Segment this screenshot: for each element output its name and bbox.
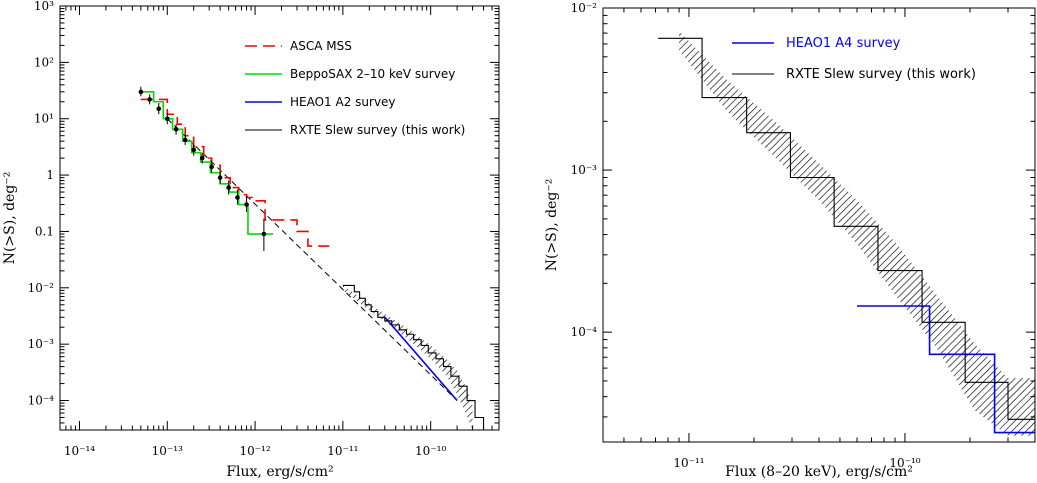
- y-axis-label: N(>S), deg⁻²: [2, 172, 18, 265]
- data-point: [226, 180, 231, 195]
- x-tick-label: 10⁻¹¹: [673, 456, 704, 470]
- data-point: [191, 144, 197, 156]
- tick-labels: 10⁻¹¹ 10⁻¹⁰ 10⁻⁴ 10⁻³ 10⁻²: [571, 1, 921, 470]
- y-tick-label: 10⁻⁴: [571, 325, 598, 339]
- data-point: [199, 152, 205, 164]
- data-point: [173, 124, 179, 135]
- hatched-band: [342, 285, 473, 430]
- series-group: [140, 91, 485, 430]
- model-dashed-line: [166, 118, 458, 401]
- legend-label-2: HEAO1 A2 survey: [290, 95, 396, 109]
- y-tick-label: 10⁻⁴: [28, 394, 55, 408]
- legend-label-1: BeppoSAX 2–10 keV survey: [290, 67, 455, 81]
- x-tick-label: 10⁻¹²: [239, 444, 270, 458]
- plot-frame: [59, 5, 500, 431]
- series-line-1: [140, 91, 273, 235]
- y-tick-label: 0.1: [35, 224, 54, 238]
- chart-panel-left: 10⁻¹⁴ 10⁻¹³ 10⁻¹² 10⁻¹¹ 10⁻¹⁰ 10⁻⁴ 10⁻³ 10⁻² 0.1…: [2, 0, 500, 480]
- y-tick-label: 10⁻³: [28, 337, 55, 351]
- legend: HEAO1 A4 survey RXTE Slew survey (this wo…: [732, 36, 976, 82]
- series-line-1: [658, 37, 1035, 420]
- y-tick-label: 10⁻³: [571, 163, 598, 177]
- chart-panel-right: 10⁻¹¹ 10⁻¹⁰ 10⁻⁴ 10⁻³ 10⁻² Flux (8–20 keV), …: [544, 1, 1036, 480]
- legend: ASCA MSS BeppoSAX 2–10 keV survey HEAO1 A2…: [245, 39, 465, 137]
- legend-label-0: HEAO1 A4 survey: [786, 36, 901, 51]
- y-axis-label: N(>S), deg⁻²: [544, 179, 560, 272]
- legend-label-1: RXTE Slew survey (this work): [786, 67, 976, 82]
- data-point: [217, 171, 223, 184]
- data-point: [156, 103, 162, 115]
- series-line-0: [857, 305, 1035, 434]
- series-line-0: [140, 98, 330, 247]
- x-tick-label: 10⁻¹⁰: [889, 456, 920, 470]
- data-point: [164, 113, 170, 125]
- tick-labels: 10⁻¹⁴ 10⁻¹³ 10⁻¹² 10⁻¹¹ 10⁻¹⁰ 10⁻⁴ 10⁻³ 10⁻² 0.1…: [28, 0, 447, 458]
- data-point: [261, 218, 267, 251]
- data-point: [147, 94, 152, 105]
- series-line-3: [342, 284, 485, 430]
- tick-marks: [59, 5, 500, 431]
- series-group: [658, 37, 1035, 434]
- y-tick-label: 10²: [34, 55, 54, 69]
- y-tick-label: 10⁻²: [571, 1, 598, 15]
- legend-label-0: ASCA MSS: [290, 39, 352, 53]
- hatched-band: [679, 31, 1035, 436]
- y-tick-label: 10⁻²: [28, 281, 55, 295]
- x-axis-label: Flux (8–20 keV), erg/s/cm²: [725, 464, 913, 480]
- y-tick-label: 10¹: [34, 112, 54, 126]
- data-points: [138, 86, 267, 251]
- x-tick-label: 10⁻¹⁰: [415, 444, 446, 458]
- data-point: [182, 134, 188, 146]
- x-tick-label: 10⁻¹¹: [327, 444, 358, 458]
- data-point: [235, 189, 240, 205]
- data-point: [209, 160, 214, 173]
- x-tick-label: 10⁻¹⁴: [64, 444, 95, 458]
- x-axis-label: Flux, erg/s/cm²: [226, 464, 333, 480]
- y-tick-label: 1: [46, 168, 54, 182]
- x-tick-label: 10⁻¹³: [152, 444, 183, 458]
- data-point: [138, 86, 144, 97]
- data-point: [244, 196, 249, 213]
- y-tick-label: 10³: [34, 0, 54, 13]
- legend-label-3: RXTE Slew survey (this work): [290, 123, 465, 137]
- series-line-2: [384, 316, 458, 402]
